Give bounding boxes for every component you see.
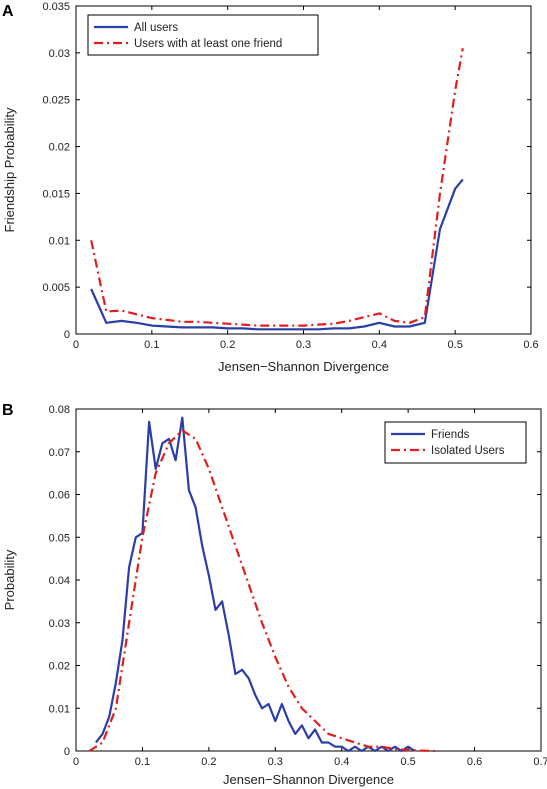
x-axis-label: Jensen−Shannon Divergence — [218, 359, 389, 374]
y-axis-label: Friendship Probability — [2, 107, 17, 233]
chart-panel-b: B 0 0.1 0.2 0.3 0.4 0.5 0.6 0.7 0 0.01 0.02 0.03 0.04… — [2, 402, 547, 787]
panel-label: A — [2, 3, 14, 20]
x-tick-label: 0.3 — [268, 756, 283, 768]
x-tick-label: 0.6 — [523, 339, 538, 351]
y-tick-label: 0 — [64, 329, 70, 341]
series-line-1 — [95, 416, 416, 753]
y-tick-label: 0.05 — [49, 532, 70, 544]
x-tick-label: 0 — [73, 339, 79, 351]
y-tick-label: 0.01 — [49, 703, 70, 715]
x-tick-label: 0.2 — [220, 339, 235, 351]
x-tick-label: 0.4 — [372, 339, 387, 351]
y-tick-label: 0.06 — [49, 490, 70, 502]
y-tick-label: 0.03 — [49, 618, 70, 630]
series-line-2 — [90, 48, 464, 327]
x-tick-label: 0.2 — [201, 756, 216, 768]
y-tick-label: 0.02 — [49, 661, 70, 673]
x-axis-label: Jensen−Shannon Divergence — [223, 772, 394, 787]
y-tick-label: 0.03 — [49, 48, 70, 60]
series-line-1 — [90, 178, 464, 331]
legend-label-2: Isolated Users — [431, 445, 505, 457]
panel-label: B — [2, 402, 14, 419]
legend: Friends Isolated Users — [384, 421, 527, 464]
y-tick-label: 0.035 — [42, 1, 70, 13]
legend-label-1: Friends — [431, 429, 470, 441]
legend-box — [87, 14, 319, 56]
y-tick-label: 0.07 — [49, 447, 70, 459]
x-tick-label: 0 — [73, 756, 79, 768]
x-tick-label: 0.5 — [400, 756, 415, 768]
y-tick-label: 0.04 — [49, 575, 70, 587]
legend-label-2: Users with at least one friend — [134, 38, 282, 50]
y-tick-label: 0.025 — [42, 95, 70, 107]
y-axis-label: Probability — [2, 549, 17, 610]
y-tick-label: 0.02 — [49, 142, 70, 154]
y-tick-label: 0.01 — [49, 235, 70, 247]
y-tick-label: 0.005 — [42, 282, 70, 294]
x-tick-label: 0.1 — [144, 339, 159, 351]
x-tick-label: 0.1 — [135, 756, 150, 768]
x-tick-label: 0.5 — [448, 339, 463, 351]
legend: All users Users with at least one friend — [87, 14, 319, 56]
y-tick-label: 0.08 — [49, 404, 70, 416]
chart-panel-a: A 0 0.1 0.2 0.3 0.4 0.5 0.6 0 0.005 0.01 0.015 0.02 0… — [2, 1, 539, 374]
x-tick-label: 0.4 — [334, 756, 349, 768]
legend-box — [384, 421, 527, 464]
y-tick-label: 0.015 — [42, 188, 70, 200]
series-line-2 — [88, 429, 435, 753]
x-tick-label: 0.3 — [296, 339, 311, 351]
x-tick-label: 0.6 — [467, 756, 482, 768]
legend-label-1: All users — [134, 22, 178, 34]
x-tick-label: 0.7 — [533, 756, 547, 768]
y-tick-label: 0 — [64, 746, 70, 758]
